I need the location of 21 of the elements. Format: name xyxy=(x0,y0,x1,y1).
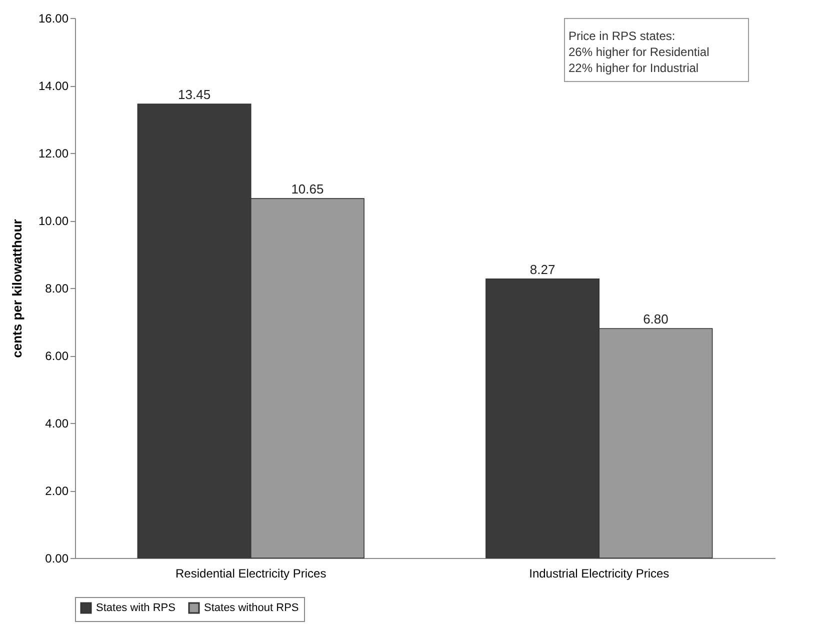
y-tick-label: 16.00 xyxy=(38,12,69,26)
legend-label: States without RPS xyxy=(204,602,299,614)
y-tick-label: 4.00 xyxy=(45,416,69,430)
y-tick-label: 12.00 xyxy=(38,146,69,160)
x-tick-label: Industrial Electricity Prices xyxy=(529,566,670,580)
y-tick-label: 10.00 xyxy=(38,214,69,228)
annotation: Price in RPS states: xyxy=(568,29,676,43)
x-tick-label: Residential Electricity Prices xyxy=(176,566,326,580)
y-tick-label: 8.00 xyxy=(45,282,69,296)
data-label: 6.80 xyxy=(643,312,668,326)
legend-label: States with RPS xyxy=(96,602,176,614)
y-tick-label: 6.00 xyxy=(45,349,69,363)
annotation: 26% higher for Residential xyxy=(568,45,710,59)
data-label: 10.65 xyxy=(291,182,324,197)
y-axis-title: cents per kilowatthour xyxy=(9,219,24,358)
data-label: 13.45 xyxy=(178,87,211,102)
y-tick-label: 2.00 xyxy=(45,484,69,498)
y-tick-label: 14.00 xyxy=(38,79,69,93)
data-label: 8.27 xyxy=(530,262,556,277)
annotation: 22% higher for Industrial xyxy=(568,61,699,75)
y-tick-label: 0.00 xyxy=(45,552,69,566)
